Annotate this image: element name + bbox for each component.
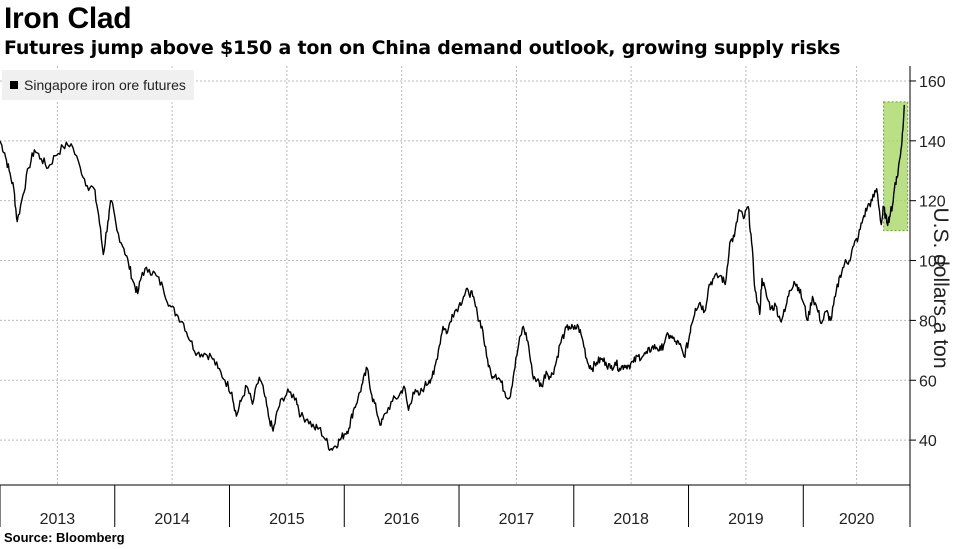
legend-label: Singapore iron ore futures [24, 77, 186, 93]
source-note: Source: Bloomberg [4, 530, 125, 545]
y-tick-label: 80 [919, 313, 937, 330]
y-tick-label: 100 [919, 254, 946, 271]
y-tick-label: 160 [919, 74, 946, 91]
y-tick-label: 140 [919, 134, 946, 151]
x-tick-label: 2015 [269, 511, 305, 528]
x-tick-label: 2014 [154, 511, 190, 528]
x-tick-label: 2018 [613, 511, 649, 528]
y-tick-label: 40 [919, 433, 937, 450]
series-line-singapore-iron-ore-futures [0, 104, 905, 451]
x-tick-label: 2013 [40, 511, 76, 528]
x-tick-label: 2020 [839, 511, 875, 528]
chart-subtitle: Futures jump above $150 a ton on China d… [4, 37, 841, 59]
y-axis-label: U.S. dollars a ton [929, 207, 952, 369]
x-tick-label: 2016 [384, 511, 420, 528]
legend: Singapore iron ore futures [2, 70, 194, 100]
chart-title: Iron Clad [4, 2, 132, 35]
y-tick-label: 120 [919, 194, 946, 211]
y-tick-label: 60 [919, 373, 937, 390]
legend-swatch [10, 81, 18, 89]
x-tick-label: 2019 [728, 511, 764, 528]
x-tick-label: 2017 [499, 511, 535, 528]
